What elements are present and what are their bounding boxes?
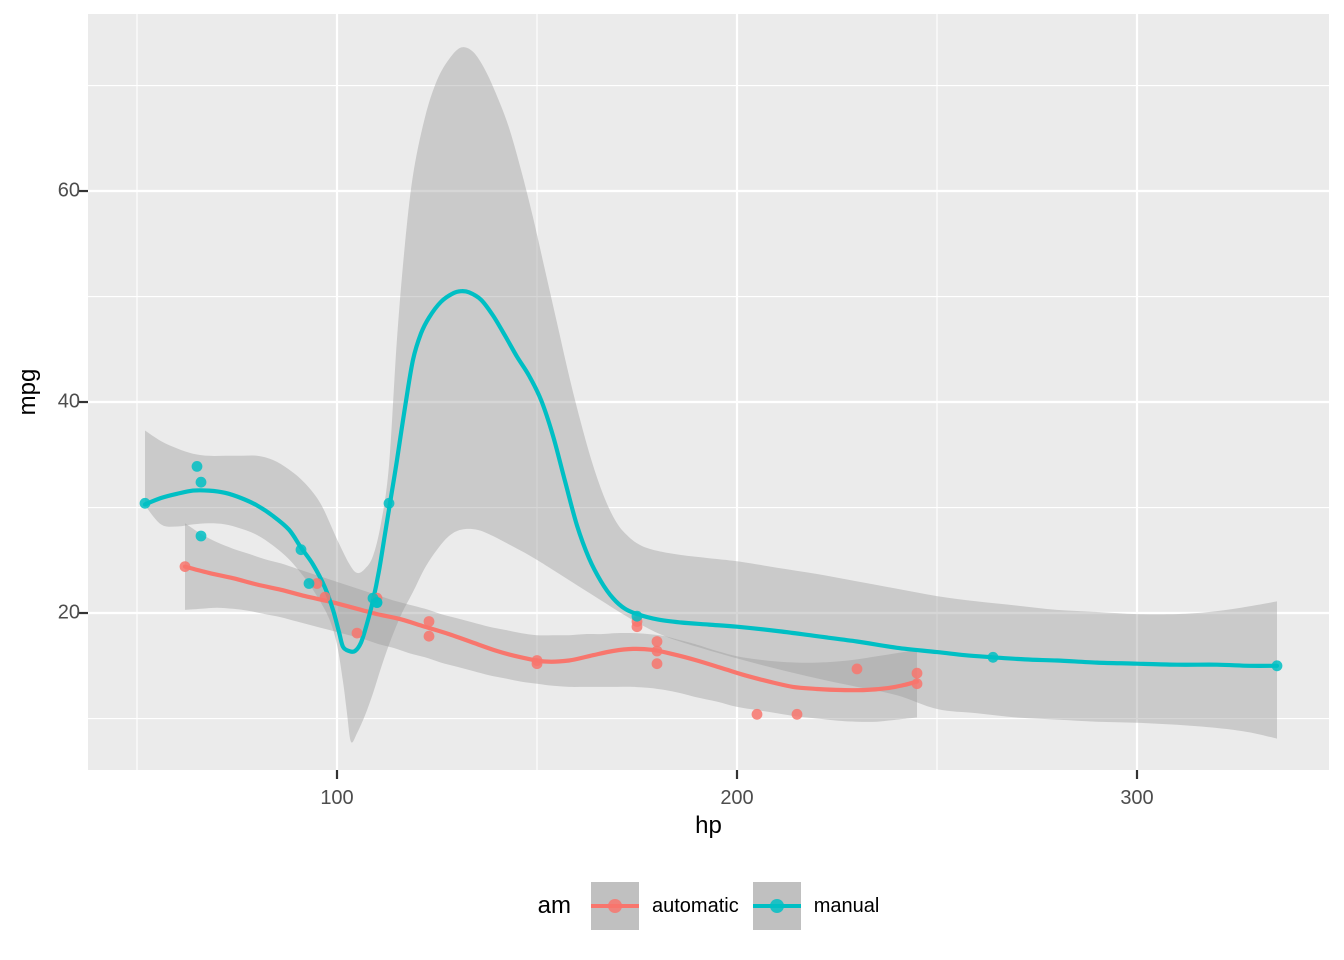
data-point-manual[interactable] [383, 497, 395, 509]
data-point-manual[interactable] [303, 578, 315, 589]
data-point-manual[interactable] [987, 651, 999, 663]
data-point-automatic[interactable] [351, 627, 363, 639]
data-point-automatic[interactable] [651, 658, 663, 670]
legend-label-manual: manual [813, 894, 880, 917]
data-point-manual[interactable] [295, 544, 307, 556]
x-tick-label: 300 [1120, 787, 1154, 809]
data-point-manual[interactable] [195, 530, 207, 542]
data-point-manual[interactable] [631, 610, 643, 622]
x-tick-label: 200 [720, 787, 754, 809]
smooth-curve-manual [142, 289, 1280, 668]
x-tick-label: 100 [320, 787, 354, 809]
data-point-manual[interactable] [139, 497, 151, 509]
legend-key-dot [608, 899, 622, 913]
data-point-automatic[interactable] [311, 578, 323, 589]
y-tick-label: 20 [57, 601, 80, 624]
data-point-automatic[interactable] [319, 591, 331, 603]
confidence-ribbon-manual [145, 47, 1277, 743]
data-point-automatic[interactable] [423, 630, 435, 642]
data-point-manual[interactable] [1271, 660, 1283, 672]
plot-panel [88, 14, 1329, 770]
data-point-automatic[interactable] [851, 663, 863, 675]
data-point-automatic[interactable] [179, 561, 191, 572]
y-axis-title: mpg [14, 368, 41, 416]
legend-item-manual[interactable]: manual [752, 882, 880, 930]
data-point-automatic[interactable] [791, 708, 803, 720]
data-point-automatic[interactable] [531, 658, 543, 670]
data-point-manual[interactable] [195, 476, 207, 488]
data-point-automatic[interactable] [751, 708, 763, 720]
y-tick-label: 40 [57, 390, 80, 413]
data-point-automatic[interactable] [651, 645, 663, 657]
data-point-automatic[interactable] [911, 667, 923, 679]
data-point-automatic[interactable] [423, 616, 435, 627]
data-point-manual[interactable] [191, 461, 203, 472]
smooth-curve-automatic [182, 564, 920, 693]
legend-key-dot [769, 899, 784, 913]
legend-key-automatic-icon [591, 882, 639, 930]
legend: am automatic manual [88, 878, 1329, 934]
legend-title: am [537, 892, 571, 919]
legend-item-automatic[interactable]: automatic [591, 882, 739, 930]
legend-label-automatic: automatic [652, 894, 739, 917]
data-point-automatic[interactable] [911, 678, 923, 690]
y-tick-label: 60 [57, 179, 80, 202]
data-point-automatic[interactable] [651, 636, 663, 647]
x-axis-title: hp [695, 812, 722, 839]
legend-key-manual-icon [752, 882, 801, 930]
data-point-manual[interactable] [367, 592, 379, 604]
